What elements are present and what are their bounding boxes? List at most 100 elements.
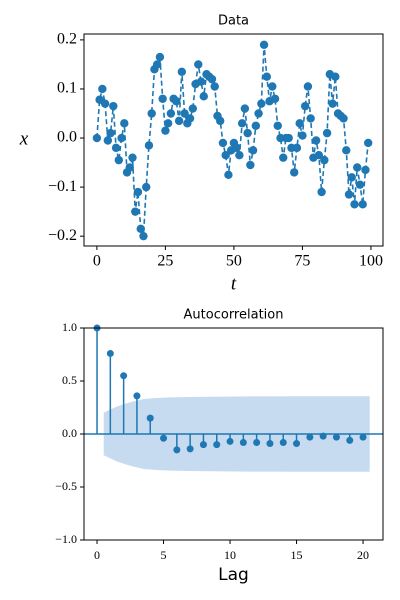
data-point [199,92,208,101]
stem-marker [160,434,168,442]
data-point [185,114,195,123]
data-point [322,128,332,138]
data-point [158,94,167,103]
data-point [314,151,324,160]
data-point [100,99,110,108]
data-point [218,138,228,148]
stem-marker [226,437,234,445]
data-point [180,109,189,118]
y-tick-label: −0.1 [48,178,77,195]
data-point [120,119,129,128]
data-point [98,84,107,94]
data-point [125,163,134,172]
y-tick-label: 1.0 [62,320,77,334]
data-point [106,128,115,138]
data-point [358,200,367,209]
stem-marker [332,433,340,441]
data-point [306,114,315,123]
stem-marker [253,438,261,446]
data-point [347,173,356,182]
data-point [246,160,255,170]
data-point [342,146,351,155]
stem-marker [186,445,194,453]
data-point [273,121,282,130]
stem-marker [120,372,128,380]
data-point [166,109,176,118]
data-point [128,153,137,162]
data-point [317,187,326,197]
y-tick-label: 0.1 [57,80,77,97]
data-point [328,99,337,108]
data-point [339,114,348,123]
y-tick-label: 0.5 [62,373,77,387]
y-tick-label: 0.0 [62,426,77,440]
data-point [133,187,143,197]
data-point [248,146,258,155]
data-point [270,94,280,103]
data-point [262,72,271,81]
data-point [295,119,304,128]
data-point [196,77,206,86]
data-point [298,131,307,140]
data-point [232,143,241,153]
stem-marker [359,433,367,441]
data-point [303,82,313,91]
y-tick-label: 0.2 [57,31,77,48]
data-point [210,82,219,91]
data-point [320,155,329,165]
data-point [174,116,184,126]
stem-marker [306,433,314,441]
data-point [109,101,118,111]
x-tick-label: 15 [291,548,303,562]
data-point [163,119,173,128]
data-point [284,133,293,143]
data-point [194,60,203,69]
data-point [251,121,261,130]
data-point [311,136,321,145]
y-axis-label: x [19,128,29,149]
x-axis-label: Lag [218,565,249,585]
data-point [111,143,121,153]
x-tick-label: 0 [94,548,100,562]
stem-marker [319,432,327,440]
y-tick-label: −0.5 [55,479,77,493]
x-tick-label: 25 [157,253,173,270]
data-point [279,153,288,162]
data-point [355,180,365,189]
data-point [353,163,362,172]
y-tick-label: −1.0 [55,532,77,546]
data-point [257,99,266,108]
data-point [350,200,359,209]
stem-marker [279,438,287,446]
data-point [177,67,187,76]
data-point [92,133,102,143]
data-point [300,101,310,111]
x-tick-label: 75 [294,253,310,270]
x-tick-label: 5 [161,548,167,562]
x-tick-label: 100 [359,253,383,270]
data-point [361,165,370,175]
data-point [237,119,247,128]
x-tick-label: 20 [357,548,369,562]
stem-marker [239,438,247,446]
data-point [172,97,181,106]
data-point [188,104,198,113]
data-point [224,170,233,180]
data-point [243,128,252,138]
x-tick-label: 10 [224,548,236,562]
data-point [364,138,373,148]
data-point [331,72,340,81]
data-point [152,60,162,69]
data-point [216,116,225,126]
data-point [142,182,151,192]
data-point [207,74,217,84]
data-point [221,151,230,160]
stem-marker [346,436,354,444]
data-point [131,207,140,216]
stem-marker [133,392,141,400]
data-point [144,141,154,150]
stem-marker [106,349,114,357]
data-point [117,133,126,143]
data-point [254,109,263,118]
